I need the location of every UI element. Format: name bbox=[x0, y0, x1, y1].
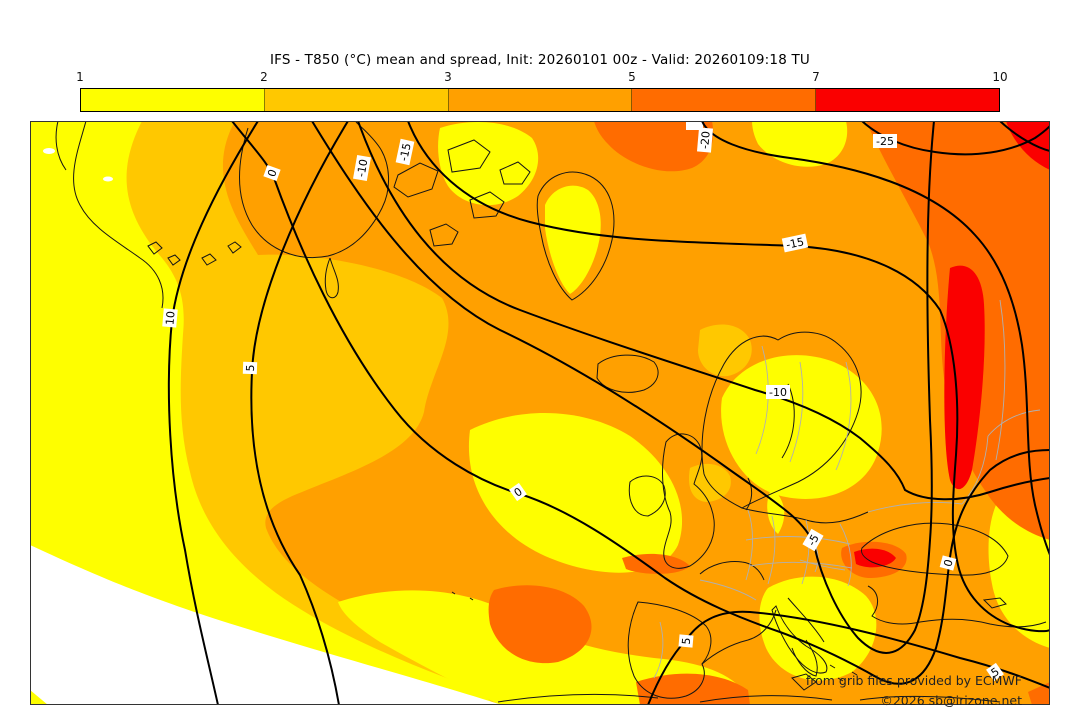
contour-label--15: -15 bbox=[395, 138, 415, 166]
colorbar-tick-1: 1 bbox=[76, 70, 84, 84]
svg-text:-10: -10 bbox=[355, 158, 371, 178]
colorbar-segment-7-10 bbox=[816, 89, 999, 111]
isotherm-10 bbox=[167, 121, 259, 705]
svg-text:-15: -15 bbox=[397, 142, 413, 162]
isotherm-corner bbox=[999, 121, 1050, 152]
contour-label-10: 10 bbox=[162, 308, 178, 328]
isotherm-neg15 bbox=[407, 121, 1050, 633]
colorbar-tick-5: 5 bbox=[628, 70, 636, 84]
colorbar-tick-2: 2 bbox=[260, 70, 268, 84]
colorbar-tick-3: 3 bbox=[444, 70, 452, 84]
colorbar-segment-3-5 bbox=[448, 89, 633, 111]
contour-label--25: -25 bbox=[873, 134, 897, 148]
contour-label--5: -5 bbox=[802, 528, 824, 552]
contour-label-0: 0 bbox=[263, 164, 281, 182]
corner-yellow-patch bbox=[30, 690, 48, 705]
svg-text:0: 0 bbox=[265, 168, 280, 179]
contour-label--10: -10 bbox=[353, 154, 371, 182]
svg-text:-15: -15 bbox=[785, 235, 805, 251]
contour-label--20: -20 bbox=[696, 127, 714, 153]
contour-labels-layer: 10 5 5 5 0 0 0 -5 -10 -10 -15 -15 -20 -25 bbox=[162, 127, 1004, 682]
contour-label-5: 5 bbox=[678, 634, 694, 648]
isotherm-neg20 bbox=[701, 121, 1050, 556]
greenland-interior-fill bbox=[545, 185, 601, 294]
contour-label-0: 0 bbox=[939, 555, 957, 571]
colorbar-segment-2-3 bbox=[264, 89, 449, 111]
svg-text:-20: -20 bbox=[698, 131, 713, 150]
isotherm-neg10 bbox=[357, 121, 1050, 501]
spread-below-1-layer bbox=[30, 121, 703, 705]
colorbar-segment-5-7 bbox=[632, 89, 817, 111]
svg-text:5: 5 bbox=[680, 637, 694, 645]
colorbar-segment-1-2 bbox=[81, 89, 265, 111]
spread-colorbar bbox=[80, 88, 1000, 112]
isotherm-contours-layer bbox=[167, 121, 1050, 705]
contour-label-0: 0 bbox=[509, 482, 527, 502]
credit-copyright: ©2026 sb@irizone.net bbox=[880, 693, 1022, 708]
isotherm-5-west bbox=[250, 121, 349, 705]
contour-label-5: 5 bbox=[242, 361, 258, 375]
svg-text:5: 5 bbox=[244, 364, 257, 371]
contour-label--15: -15 bbox=[781, 233, 809, 253]
svg-text:-10: -10 bbox=[769, 386, 787, 399]
isotherm-neg5 bbox=[311, 121, 935, 654]
colorbar-tick-7: 7 bbox=[812, 70, 820, 84]
colorbar-tick-10: 10 bbox=[992, 70, 1008, 84]
map-title: IFS - T850 (°C) mean and spread, Init: 2… bbox=[269, 52, 811, 68]
svg-text:10: 10 bbox=[163, 311, 177, 326]
coastlines-layer bbox=[55, 121, 1047, 703]
contour-label-5: 5 bbox=[986, 662, 1004, 682]
svg-text:-25: -25 bbox=[876, 135, 894, 148]
contour-label--10: -10 bbox=[766, 385, 790, 399]
credit-source: from grib files provided by ECMWF bbox=[805, 673, 1022, 688]
spread-7-10-layer bbox=[854, 121, 1050, 568]
map-frame bbox=[30, 121, 1050, 705]
svg-text:0: 0 bbox=[941, 558, 955, 568]
isotherm-5-med bbox=[647, 610, 1050, 705]
